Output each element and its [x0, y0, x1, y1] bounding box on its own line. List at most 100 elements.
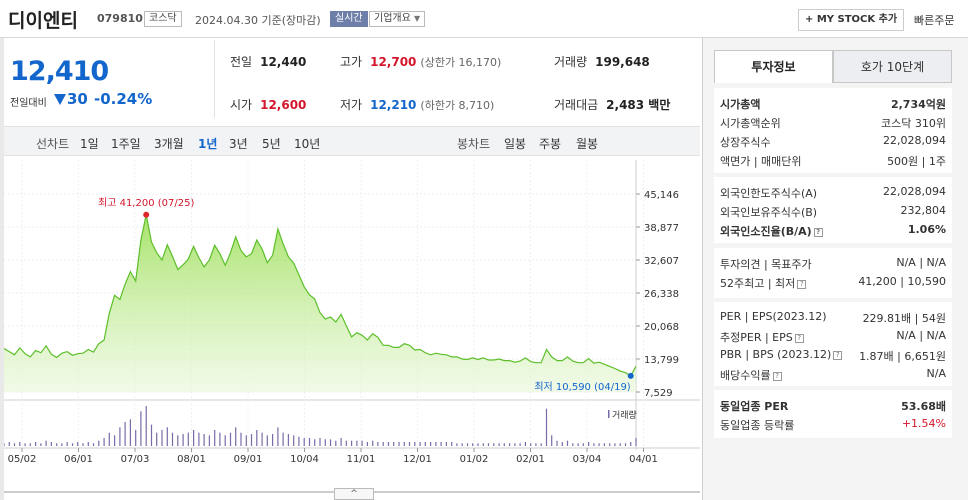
volume-bar	[171, 432, 174, 446]
stat-volume: 거래량 199,648	[554, 53, 650, 70]
volume-bar	[408, 442, 411, 446]
volume-bar	[129, 419, 131, 446]
tab-investment-info[interactable]: 투자정보	[714, 50, 833, 83]
info-row-value: 41,200 | 10,590	[858, 275, 946, 288]
period-3y[interactable]: 3년	[229, 137, 248, 151]
info-group-market-cap: 시가총액 2,734억원 시가총액순위 코스닥 310위 상장주식수 22,028,094…	[714, 88, 952, 173]
volume-bar	[35, 442, 37, 446]
volume-bar	[214, 430, 216, 446]
volume-bar	[387, 442, 390, 446]
period-1w[interactable]: 1주일	[111, 137, 141, 151]
volume-bar	[435, 442, 437, 446]
info-group-industry: 동일업종 PER 53.68배 동일업종 등락률 +1.54%	[714, 390, 952, 438]
volume-bar	[256, 430, 258, 446]
volume-bar	[319, 438, 321, 446]
company-info-dropdown[interactable]: 기업개요 ▼	[369, 11, 426, 27]
info-row-value: 229.81배 | 54원	[862, 312, 946, 325]
volume-bar	[551, 435, 553, 446]
stat-open: 시가 12,600	[230, 96, 306, 113]
collapse-chart-button[interactable]: ^	[334, 488, 374, 500]
volume-bar	[482, 443, 484, 446]
volume-bar	[377, 442, 379, 446]
info-row-value: 1.87배 | 6,651원	[859, 350, 946, 363]
volume-bar	[66, 442, 68, 446]
volume-bar	[224, 435, 226, 446]
period-1y[interactable]: 1년	[198, 137, 218, 151]
help-icon[interactable]: ?	[797, 279, 807, 289]
stat-label: 고가	[340, 55, 363, 69]
candle-monthly[interactable]: 월봉	[576, 137, 599, 151]
stock-header: 디이엔티 079810 코스닥 2024.04.30 기준(장마감) 실시간 기…	[0, 0, 968, 38]
period-1d[interactable]: 1일	[80, 137, 99, 151]
volume-bar	[509, 443, 511, 446]
stat-value: 12,600	[260, 98, 307, 112]
info-row-label: PBR | BPS (2023.12)?	[720, 348, 843, 361]
period-10y[interactable]: 10년	[294, 137, 321, 151]
x-tick-label: 11/01	[347, 454, 376, 465]
tab-order-book[interactable]: 호가 10단계	[833, 50, 952, 83]
down-triangle-icon	[54, 94, 66, 105]
volume-bar	[119, 427, 121, 446]
volume-bar	[493, 443, 495, 446]
volume-bar	[461, 443, 463, 446]
info-row: 동일업종 등락률 +1.54%	[720, 415, 946, 433]
info-row-label: 액면가 | 매매단위	[720, 155, 802, 168]
info-row-value: 2,734억원	[890, 98, 946, 111]
max-point-marker	[143, 211, 150, 218]
info-row-label: 52주최고 | 최저?	[720, 275, 807, 291]
info-row: 배당수익률? N/A	[720, 365, 946, 383]
volume-bar	[519, 443, 521, 446]
stat-label: 전일	[230, 55, 253, 69]
info-row: 액면가 | 매매단위 500원 | 1주	[720, 151, 946, 169]
volume-bar	[477, 443, 479, 446]
x-tick-label: 05/02	[8, 454, 37, 465]
period-5y[interactable]: 5년	[262, 137, 281, 151]
volume-bar	[630, 442, 632, 446]
x-tick-label: 10/04	[290, 454, 319, 465]
help-icon[interactable]: ?	[794, 333, 804, 343]
company-info-label: 기업개요	[374, 13, 411, 24]
info-row-label: 외국인한도주식수(A)	[720, 187, 818, 200]
lower-limit: (하한가 8,710)	[420, 99, 495, 112]
stat-value: 2,483 백만	[606, 98, 671, 112]
volume-bar	[114, 435, 116, 446]
quick-order-link[interactable]: 빠른주문	[914, 14, 955, 27]
info-row-value: 1.06%	[907, 223, 946, 236]
x-tick-label: 08/01	[177, 454, 206, 465]
candle-weekly[interactable]: 주봉	[539, 137, 562, 151]
add-mystock-button[interactable]: + MY STOCK 추가	[798, 9, 905, 31]
volume-bar	[182, 434, 184, 446]
company-name: 디이엔티	[8, 10, 78, 32]
volume-bar	[619, 443, 621, 446]
volume-bar	[29, 443, 31, 446]
realtime-button[interactable]: 실시간	[330, 11, 368, 27]
volume-bar	[419, 442, 421, 446]
volume-bar	[445, 442, 447, 446]
help-icon[interactable]: ?	[772, 371, 782, 381]
y-tick-label: 26,338	[644, 289, 679, 300]
volume-bar	[577, 443, 579, 446]
volume-bar	[382, 442, 384, 446]
info-row-label: 추정PER | EPS?	[720, 329, 804, 345]
volume-bar	[456, 443, 458, 446]
volume-bar	[261, 432, 263, 446]
help-icon[interactable]: ?	[833, 350, 843, 360]
candle-daily[interactable]: 일봉	[504, 137, 527, 151]
period-3m[interactable]: 3개월	[154, 137, 184, 151]
help-icon[interactable]: ?	[813, 227, 823, 237]
current-price: 12,410	[10, 56, 109, 87]
volume-bar	[361, 440, 363, 446]
volume-bar	[524, 442, 526, 446]
volume-bar	[624, 443, 627, 446]
y-tick-label: 7,529	[644, 388, 673, 399]
volume-bar	[166, 427, 168, 446]
info-row-label: 동일업종 등락률	[720, 419, 795, 432]
volume-bar	[82, 443, 84, 446]
volume-bar	[50, 442, 52, 446]
volume-bar	[566, 440, 569, 446]
volume-bar	[635, 438, 637, 446]
volume-bar	[3, 443, 5, 446]
volume-bar	[103, 438, 105, 446]
change-percent: -0.24%	[94, 90, 153, 108]
volume-bar	[45, 440, 47, 446]
